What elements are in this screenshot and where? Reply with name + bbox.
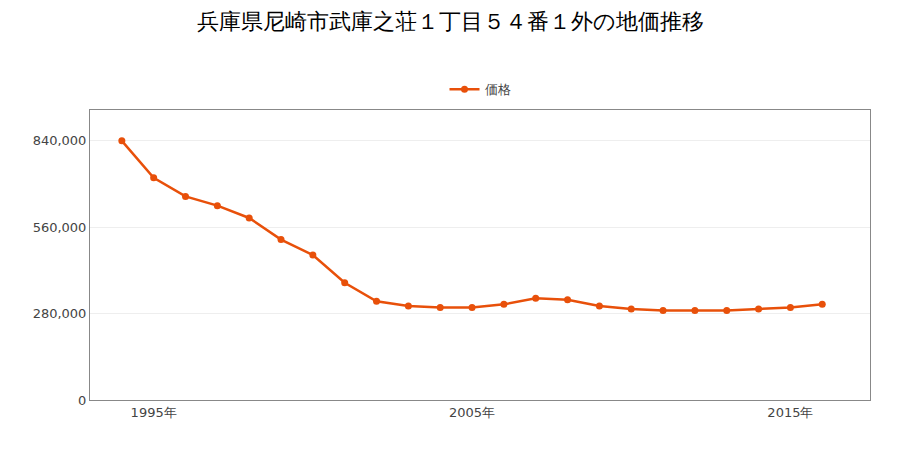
svg-text:価格: 価格: [485, 82, 511, 97]
svg-text:0: 0: [78, 393, 86, 408]
svg-text:1995年: 1995年: [131, 405, 177, 420]
svg-text:840,000: 840,000: [33, 133, 87, 148]
svg-text:2005年: 2005年: [449, 405, 495, 420]
svg-text:2015年: 2015年: [767, 405, 813, 420]
svg-text:560,000: 560,000: [33, 220, 87, 235]
svg-text:280,000: 280,000: [33, 306, 87, 321]
svg-text:兵庫県尼崎市武庫之荘１丁目５４番１外の地価推移: 兵庫県尼崎市武庫之荘１丁目５４番１外の地価推移: [197, 9, 704, 34]
